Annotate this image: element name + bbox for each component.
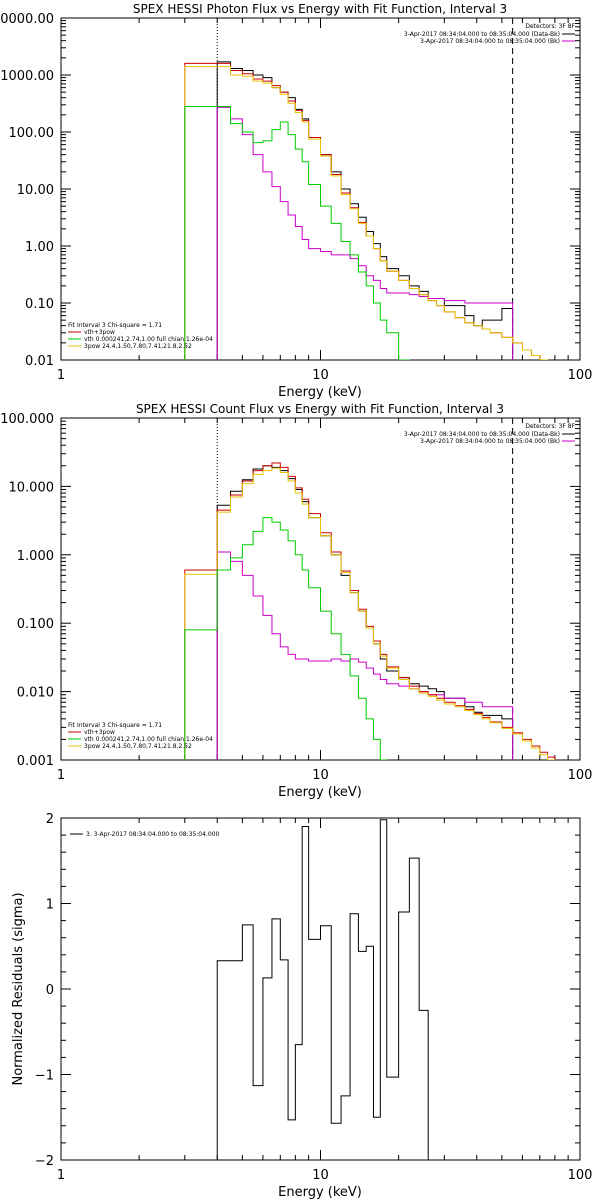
y-tick-label: 0.01 (25, 354, 54, 369)
y-tick-label: 2 (46, 812, 54, 827)
plot-title: SPEX HESSI Count Flux vs Energy with Fit… (136, 402, 504, 416)
y-tick-label: 1000.00 (0, 69, 54, 84)
legend-detectors: Detectors: 3F 8F (525, 423, 575, 430)
panel-2: SPEX HESSI Count Flux vs Energy with Fit… (0, 402, 592, 800)
series-line (184, 467, 556, 760)
y-tick-label: 0.010 (17, 686, 54, 701)
x-tick-label: 1 (57, 368, 65, 383)
panel-3: 1 10 100 Energy (keV) −2 −1 0 1 2 Normalized Resi… (11, 812, 592, 1200)
plot-title: SPEX HESSI Photon Flux vs Energy with Fi… (133, 2, 507, 16)
series-line (216, 551, 514, 760)
y-tick-label: 1.000 (17, 549, 54, 564)
series-line (216, 465, 514, 760)
y-tick-label: 10000.00 (0, 12, 54, 27)
y-tick-label: 10.000 (9, 480, 55, 495)
plot-area (184, 61, 549, 360)
y-tick-label: 0.10 (25, 297, 54, 312)
y-tick-label: 0.100 (17, 617, 54, 632)
plot-area (184, 462, 556, 760)
x-tick-label: 1 (57, 1168, 65, 1183)
y-tick-label: −2 (35, 1154, 54, 1169)
plot-area (216, 819, 429, 1160)
y-tick-label: 100.000 (0, 412, 54, 427)
series-line (216, 819, 429, 1160)
fit-legend-header: Fit Interval 3 Chi-square = 1.71 (68, 322, 162, 329)
fit-legend-text: vth 0.000241,2.74,1.00 full chian 1.26e-… (84, 336, 213, 343)
series-line (184, 462, 556, 760)
x-tick-label: 100 (568, 1168, 593, 1183)
series-line (184, 106, 410, 360)
x-tick-label: 10 (312, 368, 329, 383)
fit-legend-text: vth+3pow (84, 329, 115, 336)
legend-entry-text: 3-Apr-2017 08:34:04.000 to 08:35:04.000 … (404, 31, 560, 38)
legend-text: 3. 3-Apr-2017 08:34:04.000 to 08:35:04.0… (86, 831, 219, 838)
series-line (184, 66, 549, 360)
fit-legend-text: vth+3pow (84, 729, 115, 736)
x-axis-label: Energy (keV) (278, 1185, 362, 1200)
x-tick-label: 10 (312, 768, 329, 783)
y-tick-label: 0 (46, 983, 54, 998)
x-axis-label: Energy (keV) (278, 785, 362, 800)
series-line (216, 61, 514, 360)
fit-legend-text: 3pow 24.4,1.50,7.80,7.41,21.8,2.52 (84, 343, 192, 350)
y-tick-label: 0.001 (17, 754, 54, 769)
x-axis-label: Energy (keV) (278, 385, 362, 400)
x-tick-label: 100 (568, 768, 593, 783)
fit-legend-text: 3pow 24.4,1.50,7.80,7.41,21.8,2.52 (84, 743, 192, 750)
legend-detectors: Detectors: 3F 8F (525, 23, 575, 30)
y-axis-label: Normalized Residuals (sigma) (11, 892, 26, 1085)
legend-entry-text: 3-Apr-2017 08:34:04.000 to 08:35:04.000 … (404, 431, 560, 438)
series-line (216, 106, 514, 360)
x-tick-label: 10 (312, 1168, 329, 1183)
y-tick-label: 10.00 (17, 183, 54, 198)
legend-entry-text: 3-Apr-2017 08:34:04.000 to 08:35:04.000 … (420, 438, 560, 445)
series-line (184, 517, 388, 760)
axes-frame (60, 817, 581, 1161)
y-tick-label: −1 (35, 1069, 54, 1084)
fit-legend-header: Fit Interval 3 Chi-square = 1.71 (68, 722, 162, 729)
legend-entry-text: 3-Apr-2017 08:34:04.000 to 08:35:04.000 … (420, 38, 560, 45)
x-tick-label: 100 (568, 368, 593, 383)
y-tick-label: 100.00 (9, 126, 55, 141)
panel-1: SPEX HESSI Photon Flux vs Energy with Fi… (0, 2, 592, 400)
y-tick-label: 1 (46, 898, 54, 913)
fit-legend-text: vth 0.000241,2.74,1.00 full chian 1.26e-… (84, 736, 213, 743)
y-tick-label: 1.00 (25, 240, 54, 255)
x-tick-label: 1 (57, 768, 65, 783)
